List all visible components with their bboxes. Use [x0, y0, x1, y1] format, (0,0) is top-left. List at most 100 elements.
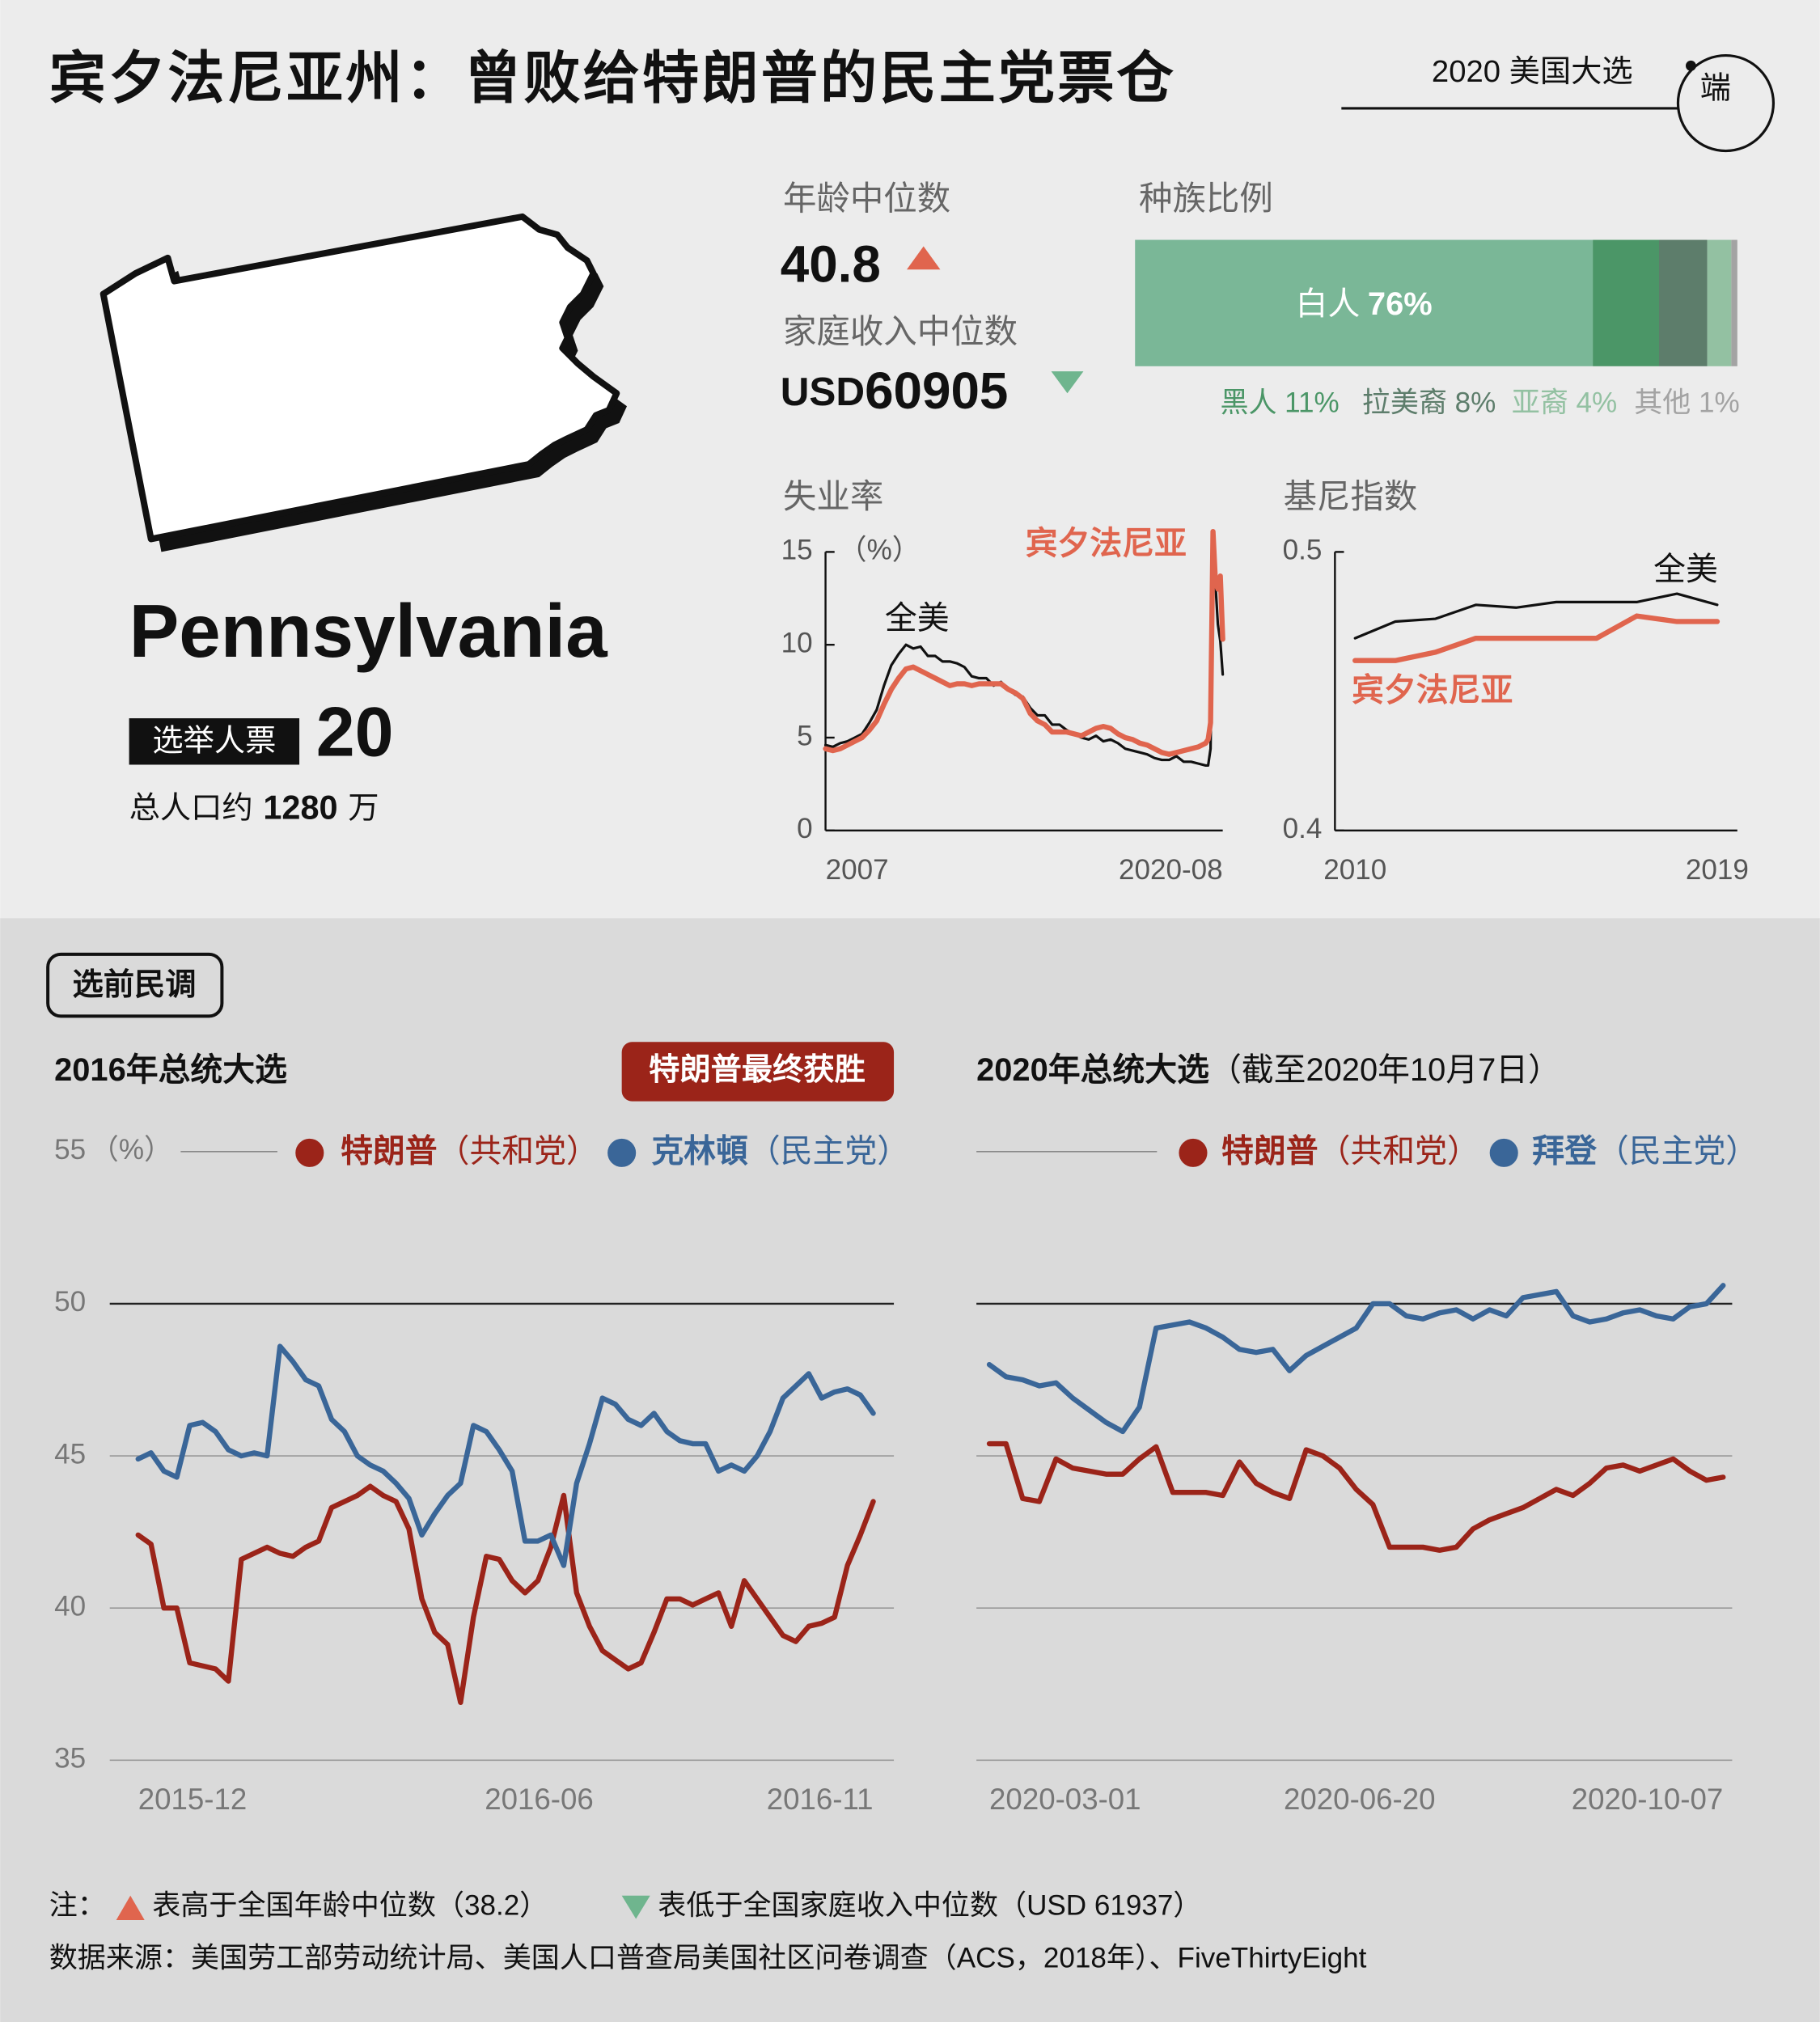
race-label: 其他 1% [1634, 387, 1739, 419]
series-line [135, 1343, 876, 1568]
logo-dot [1686, 60, 1696, 71]
y-unit: （%） [91, 1134, 172, 1165]
race-category: 黑人 [1220, 387, 1276, 419]
legend-name: 克林頓 [651, 1133, 748, 1169]
race-segment [1731, 239, 1737, 366]
bottom-background [0, 918, 1820, 2022]
state-map [99, 213, 628, 552]
map-shape [99, 213, 620, 543]
annotation-badge [621, 1042, 895, 1102]
electoral-votes: 20 [316, 694, 394, 772]
legend-entry: 特朗普（共和党） [341, 1133, 599, 1169]
y-unit: （%） [839, 535, 921, 566]
legend-name: 拜登 [1532, 1133, 1597, 1169]
y-tick-label: 45 [54, 1438, 86, 1470]
series-line [986, 1283, 1726, 1435]
x-tick-label: 2020-06-20 [1284, 1783, 1436, 1816]
y-tick-label: 35 [54, 1743, 86, 1775]
series-label: 宾夕法尼亚 [1352, 673, 1513, 709]
series-label: 全美 [1653, 552, 1718, 587]
x-tick-label: 2007 [826, 854, 889, 886]
legend-party: （共和党） [1318, 1133, 1479, 1169]
series-line [1352, 613, 1721, 663]
legend-entry: 克林頓（民主党） [651, 1133, 909, 1169]
race-segment [1659, 239, 1708, 366]
age-value: 40.8 [781, 235, 881, 293]
race-segment [1593, 239, 1660, 366]
legend-swatch [295, 1138, 324, 1167]
race-value: 4% [1576, 387, 1617, 419]
income-value: USD60905 [781, 362, 1009, 420]
race-category: 其他 [1634, 387, 1691, 419]
legend-party: （民主党） [1597, 1133, 1758, 1169]
series-label: 全美 [885, 600, 950, 636]
note-prefix: 注： [49, 1889, 106, 1921]
chart-title: 基尼指数 [1284, 477, 1418, 515]
legend-name: 特朗普 [1221, 1133, 1318, 1169]
x-tick-label: 2016-06 [485, 1783, 594, 1816]
series-label: 宾夕法尼亚 [1026, 526, 1187, 561]
income-currency: USD [781, 370, 865, 414]
y-tick-label: 0.4 [1283, 813, 1323, 844]
income-label: 家庭收入中位数 [783, 312, 1018, 350]
race-segment [1135, 239, 1594, 366]
legend-swatch [1179, 1138, 1208, 1167]
race-category: 拉美裔 [1362, 387, 1447, 419]
state-name: Pennsylvania [129, 589, 609, 673]
logo-glyph: 端 [1700, 71, 1731, 106]
chart-title: 2016年总统大选 [54, 1051, 287, 1087]
x-tick-label: 2020-03-01 [989, 1783, 1141, 1816]
race-label: 亚裔 4% [1512, 387, 1617, 419]
annotation: 特朗普最终获胜 [649, 1052, 866, 1087]
series-line [823, 528, 1225, 757]
legend-entry: 拜登（民主党） [1532, 1133, 1758, 1169]
note-up-triangle [116, 1895, 145, 1921]
down-triangle [1051, 371, 1084, 394]
population-value: 1280 [263, 788, 337, 826]
series-tag: 2020 美国大选 [1432, 54, 1633, 89]
note-down-triangle [621, 1895, 650, 1919]
legend-entry: 特朗普（共和党） [1221, 1133, 1479, 1169]
race-category: 白人 [1296, 286, 1361, 321]
race-category: 亚裔 [1512, 387, 1568, 419]
note-source: 数据来源：美国劳工部劳动统计局、美国人口普查局美国社区问卷调查（ACS，2018… [49, 1943, 1367, 1974]
series-line [823, 556, 1225, 768]
note-income: 表低于全国家庭收入中位数（USD 61937） [658, 1889, 1201, 1921]
note-age: 表高于全国年龄中位数（38.2） [152, 1889, 548, 1921]
y-tick-label: 15 [781, 535, 813, 566]
section-box [46, 952, 224, 1018]
electoral-badge [129, 718, 300, 765]
x-tick-label: 2019 [1686, 854, 1749, 886]
x-tick-label: 2015-12 [138, 1783, 248, 1816]
chart-title: 失业率 [783, 477, 883, 515]
legend-swatch [1489, 1138, 1518, 1167]
race-title: 种族比例 [1139, 180, 1273, 218]
chart-title-text: 失业率 [783, 477, 883, 515]
legend-name: 特朗普 [341, 1133, 438, 1169]
race-label: 拉美裔 8% [1362, 387, 1496, 419]
race-segment [1707, 239, 1732, 366]
chart-title: 2020年总统大选（截至2020年10月7日） [976, 1051, 1560, 1087]
series-line [1353, 592, 1719, 640]
x-tick-label: 2020-10-07 [1572, 1783, 1724, 1816]
chart-title-text: 2020年总统大选 [976, 1051, 1209, 1087]
y-tick-label: 50 [54, 1286, 86, 1318]
electoral-label: 选举人票 [152, 723, 276, 758]
x-tick-label: 2020-08 [1119, 854, 1223, 886]
race-label: 白人 76% [1296, 286, 1433, 321]
section-label: 选前民调 [72, 967, 196, 1002]
y-tick-label: 10 [781, 627, 813, 658]
population-prefix: 总人口约 [129, 790, 253, 825]
legend-party: （共和党） [438, 1133, 599, 1169]
y-tick-label: 55 [54, 1134, 86, 1165]
x-tick-label: 2010 [1323, 854, 1386, 886]
age-label: 年龄中位数 [783, 180, 950, 218]
race-value: 8% [1455, 387, 1496, 419]
legend-party: （民主党） [748, 1133, 909, 1169]
race-value: 11% [1285, 387, 1340, 419]
population-line: 总人口约 1280 万 [129, 788, 379, 826]
chart-subtitle: （截至2020年10月7日） [1209, 1051, 1560, 1087]
y-tick-label: 5 [797, 720, 813, 751]
